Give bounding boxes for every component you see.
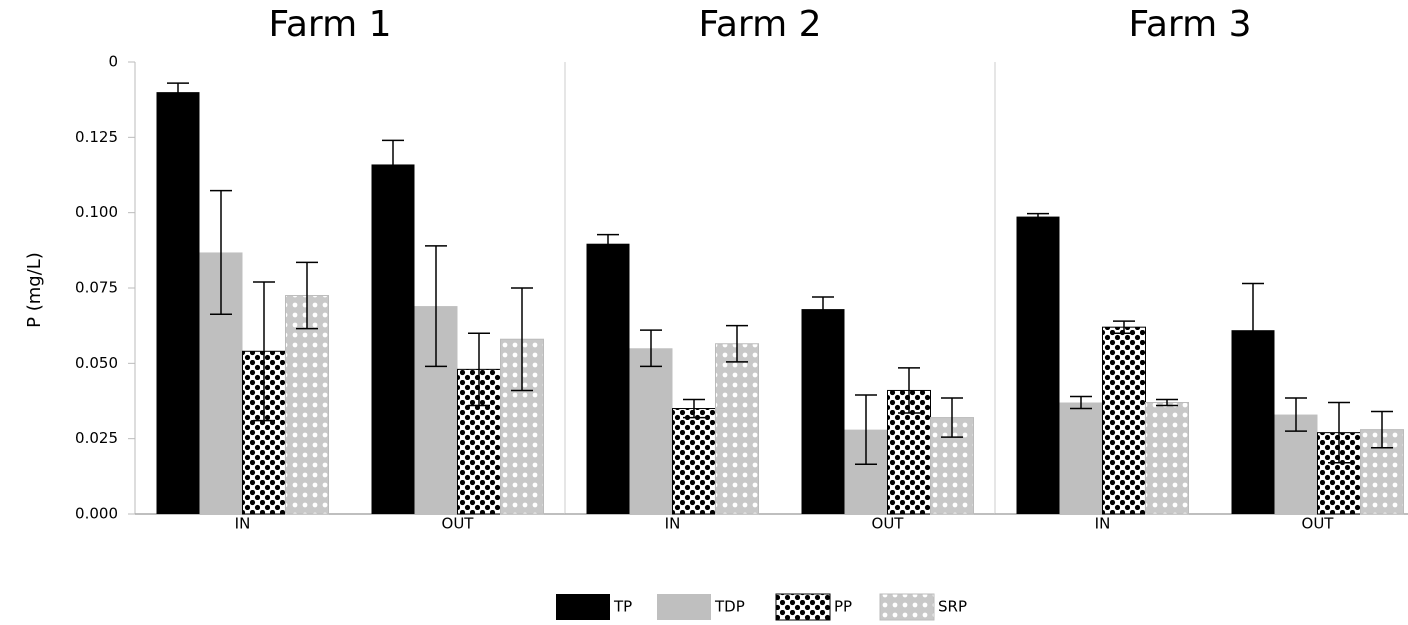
error-bar (1070, 395, 1092, 410)
x-tick-label: OUT (442, 515, 475, 533)
error-bar (511, 287, 533, 392)
bar (586, 243, 630, 515)
bar (1016, 216, 1060, 515)
legend-label: SRP (938, 598, 967, 616)
error-bar (468, 332, 490, 407)
legend-swatch (879, 593, 935, 621)
x-tick-label: IN (1095, 515, 1111, 533)
error-bar (1371, 410, 1393, 449)
bar (801, 309, 845, 514)
bar (371, 164, 415, 514)
y-tick-label: 0.075 (75, 279, 118, 297)
error-bar (640, 329, 662, 368)
error-bar (253, 281, 275, 422)
legend-label: TDP (714, 598, 745, 616)
bar (1102, 326, 1146, 515)
error-bar (726, 324, 748, 363)
error-bar (683, 398, 705, 419)
legend-swatch (556, 594, 610, 620)
y-tick-label: 0.100 (75, 203, 118, 221)
facet-title: Farm 1 (268, 4, 391, 45)
legend-swatch (775, 593, 831, 621)
error-bar (382, 139, 404, 190)
y-tick-label: 0.125 (75, 128, 118, 146)
legend-label: PP (834, 598, 852, 616)
x-tick-label: OUT (872, 515, 905, 533)
y-tick-label: 0.050 (75, 354, 118, 372)
error-bar (1113, 320, 1135, 334)
y-tick-label: 0.000 (75, 505, 118, 523)
bar (672, 408, 716, 515)
x-tick-label: OUT (1302, 515, 1335, 533)
error-bar (1285, 397, 1307, 432)
error-bar (855, 394, 877, 466)
error-bar (1027, 212, 1049, 221)
x-tick-label: IN (235, 515, 251, 533)
error-bar (425, 245, 447, 368)
error-bar (167, 82, 189, 102)
legend-swatch (657, 594, 711, 620)
error-bar (898, 367, 920, 414)
bar (1059, 402, 1103, 514)
facet-title: Farm 2 (698, 4, 821, 45)
facet-title: Farm 3 (1128, 4, 1251, 45)
bar (1145, 402, 1189, 515)
y-tick-label: 0.025 (75, 429, 118, 447)
x-tick-label: IN (665, 515, 681, 533)
error-bar (1328, 401, 1350, 464)
error-bar (941, 397, 963, 438)
y-axis-label: P (mg/L) (24, 252, 45, 328)
error-bar (1242, 282, 1264, 378)
legend-label: TP (613, 598, 632, 616)
error-bar (597, 233, 619, 254)
bar (156, 92, 200, 514)
bar (285, 295, 329, 515)
error-bar (812, 296, 834, 322)
y-tick-label: 0 (108, 53, 118, 71)
error-bar (1156, 398, 1178, 407)
error-bar (296, 261, 318, 330)
error-bar (210, 189, 232, 315)
bar (629, 348, 673, 514)
bar (715, 343, 759, 515)
